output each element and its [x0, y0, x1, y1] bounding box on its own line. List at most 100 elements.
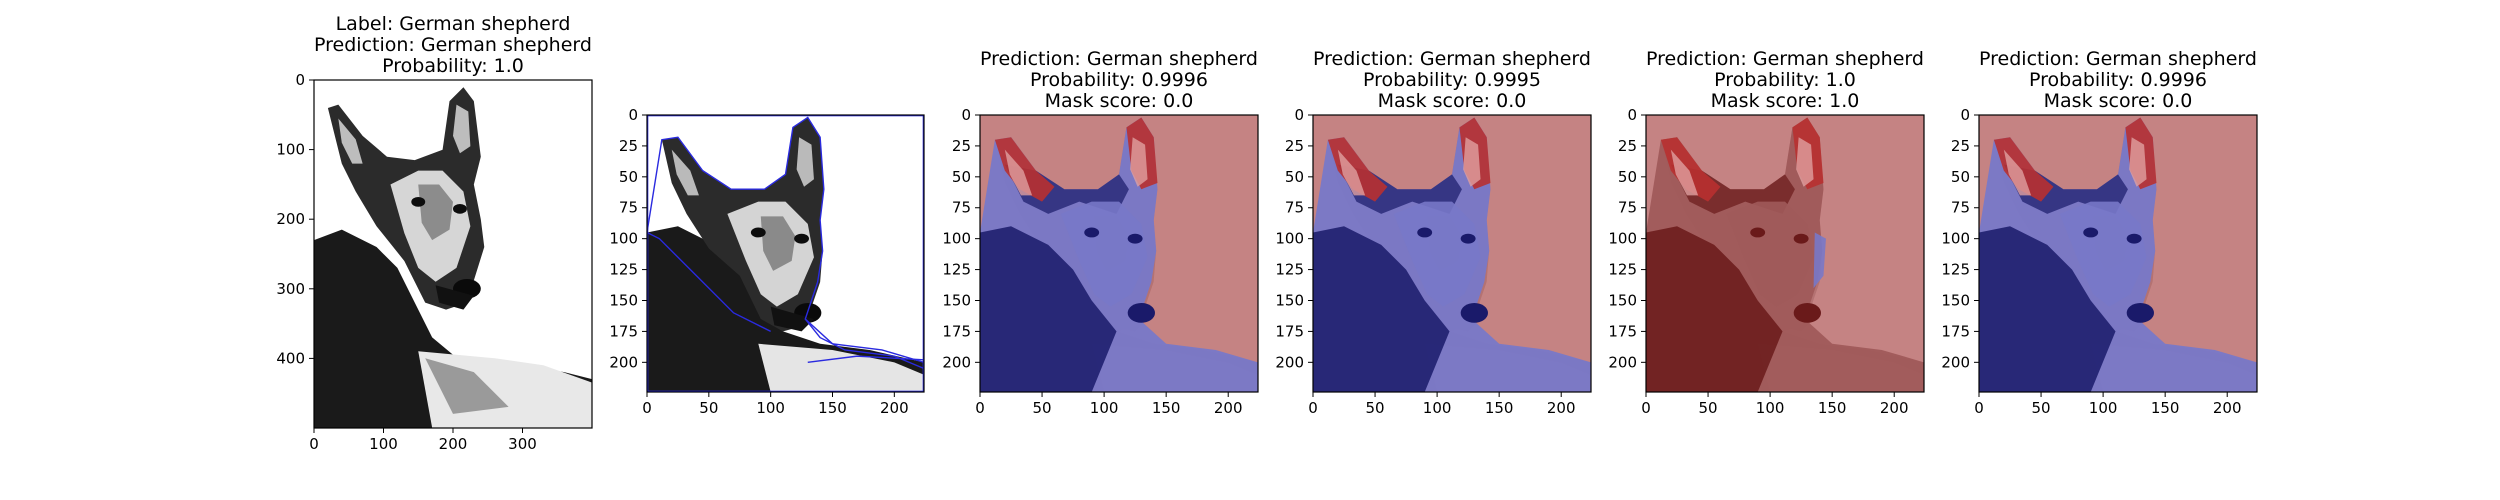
- x-tick-label: 100: [1756, 399, 1785, 417]
- x-tick-label: 200: [1214, 399, 1243, 417]
- y-tick-label: 25: [619, 137, 638, 155]
- x-tick-label: 200: [1880, 399, 1909, 417]
- panel-image: [1313, 115, 1591, 392]
- panel-title-line: Probability: 0.9995: [1363, 69, 1541, 91]
- y-tick-label: 75: [1285, 199, 1304, 217]
- mask-overlay: [980, 115, 1258, 392]
- y-tick-label: 75: [952, 199, 971, 217]
- y-tick-label: 125: [1275, 261, 1304, 279]
- panel-title-line: Probability: 0.9996: [1030, 69, 1208, 91]
- panel-image: [647, 115, 924, 392]
- panel-image: [980, 115, 1258, 392]
- y-tick-label: 200: [1941, 353, 1970, 371]
- y-tick-label: 50: [1951, 168, 1970, 186]
- axes-frame: [979, 114, 1259, 393]
- y-tick-label: 0: [961, 106, 971, 124]
- x-tick-label: 50: [1699, 399, 1718, 417]
- y-tick-label: 50: [1618, 168, 1637, 186]
- panel-image: [1979, 115, 2257, 392]
- x-tick-label: 200: [2213, 399, 2242, 417]
- y-tick-label: 25: [1285, 137, 1304, 155]
- y-tick-label: 50: [619, 168, 638, 186]
- y-tick-label: 25: [1951, 137, 1970, 155]
- mask-overlay: [1646, 115, 1924, 392]
- panel-title-line: Probability: 1.0: [1714, 69, 1856, 91]
- segment-boundaries: [647, 115, 924, 392]
- x-tick-label: 100: [369, 435, 398, 453]
- x-tick-label: 0: [975, 399, 985, 417]
- y-tick-label: 50: [1285, 168, 1304, 186]
- panel-title-line: Mask score: 1.0: [1711, 90, 1860, 112]
- mask-overlay: [1979, 115, 2257, 392]
- panel-title-line: Mask score: 0.0: [1045, 90, 1194, 112]
- axes-frame: [1312, 114, 1592, 393]
- y-tick-label: 200: [609, 353, 638, 371]
- x-tick-label: 150: [1152, 399, 1181, 417]
- y-tick-label: 125: [609, 261, 638, 279]
- panel-mask-2: Prediction: German shepherdProbability: …: [1275, 48, 1592, 417]
- panel-title-line: Mask score: 0.0: [1378, 90, 1527, 112]
- x-tick-label: 100: [2089, 399, 2118, 417]
- x-tick-label: 0: [642, 399, 652, 417]
- x-tick-label: 200: [880, 399, 909, 417]
- x-tick-label: 150: [1485, 399, 1514, 417]
- y-tick-label: 175: [1275, 322, 1304, 340]
- mask-overlay: [1313, 115, 1591, 392]
- y-tick-label: 0: [1627, 106, 1637, 124]
- panel-image: [314, 80, 592, 428]
- y-tick-label: 25: [1618, 137, 1637, 155]
- x-tick-label: 200: [439, 435, 468, 453]
- y-tick-label: 125: [1608, 261, 1637, 279]
- panel-title-line: Prediction: German shepherd: [1979, 48, 2257, 70]
- panel-title-line: Probability: 0.9996: [2029, 69, 2207, 91]
- y-tick-label: 200: [1275, 353, 1304, 371]
- x-tick-label: 0: [1974, 399, 1984, 417]
- axes-frame: [1645, 114, 1925, 393]
- axes-frame: [646, 114, 925, 393]
- panel-title-line: Label: German shepherd: [336, 13, 571, 35]
- y-tick-label: 150: [1941, 291, 1970, 309]
- y-tick-label: 25: [952, 137, 971, 155]
- y-tick-label: 300: [276, 280, 305, 298]
- x-tick-label: 0: [309, 435, 319, 453]
- x-tick-label: 100: [756, 399, 785, 417]
- y-tick-label: 50: [952, 168, 971, 186]
- panel-image: [1646, 115, 1924, 392]
- y-tick-label: 75: [1951, 199, 1970, 217]
- x-tick-label: 100: [1423, 399, 1452, 417]
- y-tick-label: 150: [1608, 291, 1637, 309]
- y-tick-label: 100: [609, 230, 638, 248]
- panel-mask-4: Prediction: German shepherdProbability: …: [1941, 48, 2258, 417]
- y-tick-label: 175: [1941, 322, 1970, 340]
- y-tick-label: 0: [295, 71, 305, 89]
- x-tick-label: 150: [818, 399, 847, 417]
- y-tick-label: 200: [942, 353, 971, 371]
- x-tick-label: 0: [1641, 399, 1651, 417]
- y-tick-label: 125: [942, 261, 971, 279]
- y-tick-label: 200: [1608, 353, 1637, 371]
- panel-mask-3: Prediction: German shepherdProbability: …: [1608, 48, 1925, 417]
- y-tick-label: 0: [1294, 106, 1304, 124]
- y-tick-label: 100: [1275, 230, 1304, 248]
- x-tick-label: 300: [508, 435, 537, 453]
- x-tick-label: 200: [1547, 399, 1576, 417]
- y-tick-label: 200: [276, 210, 305, 228]
- axes-frame: [1978, 114, 2258, 393]
- panel-title-line: Prediction: German shepherd: [314, 34, 592, 56]
- x-tick-label: 50: [699, 399, 718, 417]
- panel-mask-1: Prediction: German shepherdProbability: …: [942, 48, 1259, 417]
- y-tick-label: 0: [1960, 106, 1970, 124]
- y-tick-label: 75: [619, 199, 638, 217]
- y-tick-label: 175: [942, 322, 971, 340]
- y-tick-label: 175: [609, 322, 638, 340]
- x-tick-label: 50: [1366, 399, 1385, 417]
- x-tick-label: 100: [1090, 399, 1119, 417]
- panel-segments: 0 50 100 150 200 0 25 50 75 100 125 150 175 200: [609, 106, 925, 417]
- x-tick-label: 0: [1308, 399, 1318, 417]
- y-tick-label: 125: [1941, 261, 1970, 279]
- panel-title-line: Mask score: 0.0: [2044, 90, 2193, 112]
- y-tick-label: 100: [1941, 230, 1970, 248]
